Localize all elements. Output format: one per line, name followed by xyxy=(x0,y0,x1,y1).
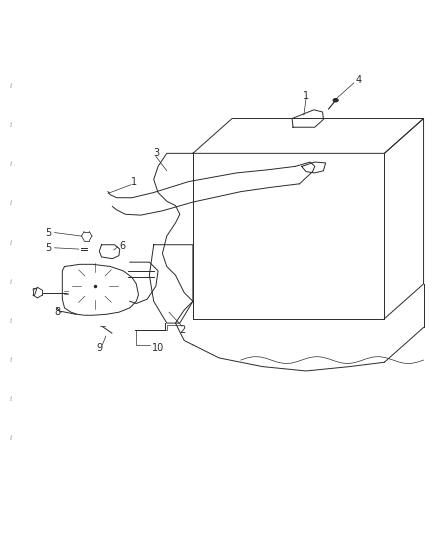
Text: 6: 6 xyxy=(119,240,125,251)
Text: i: i xyxy=(10,434,12,442)
Text: 9: 9 xyxy=(96,343,102,353)
Text: i: i xyxy=(10,317,12,325)
Text: 5: 5 xyxy=(45,228,52,238)
Text: i: i xyxy=(10,82,12,90)
Text: i: i xyxy=(10,121,12,129)
Text: 1: 1 xyxy=(131,176,137,187)
Text: i: i xyxy=(10,278,12,286)
Text: i: i xyxy=(10,395,12,403)
Text: i: i xyxy=(10,239,12,247)
Text: 4: 4 xyxy=(355,75,361,85)
Text: 3: 3 xyxy=(153,148,159,158)
Text: i: i xyxy=(10,199,12,207)
Text: 7: 7 xyxy=(31,288,37,298)
Text: i: i xyxy=(10,160,12,168)
Text: 5: 5 xyxy=(45,243,52,253)
Text: 8: 8 xyxy=(54,307,60,317)
Text: 1: 1 xyxy=(303,91,309,101)
Text: i: i xyxy=(10,356,12,364)
Text: 10: 10 xyxy=(152,343,164,353)
Ellipse shape xyxy=(333,99,338,102)
Text: 2: 2 xyxy=(179,325,185,335)
